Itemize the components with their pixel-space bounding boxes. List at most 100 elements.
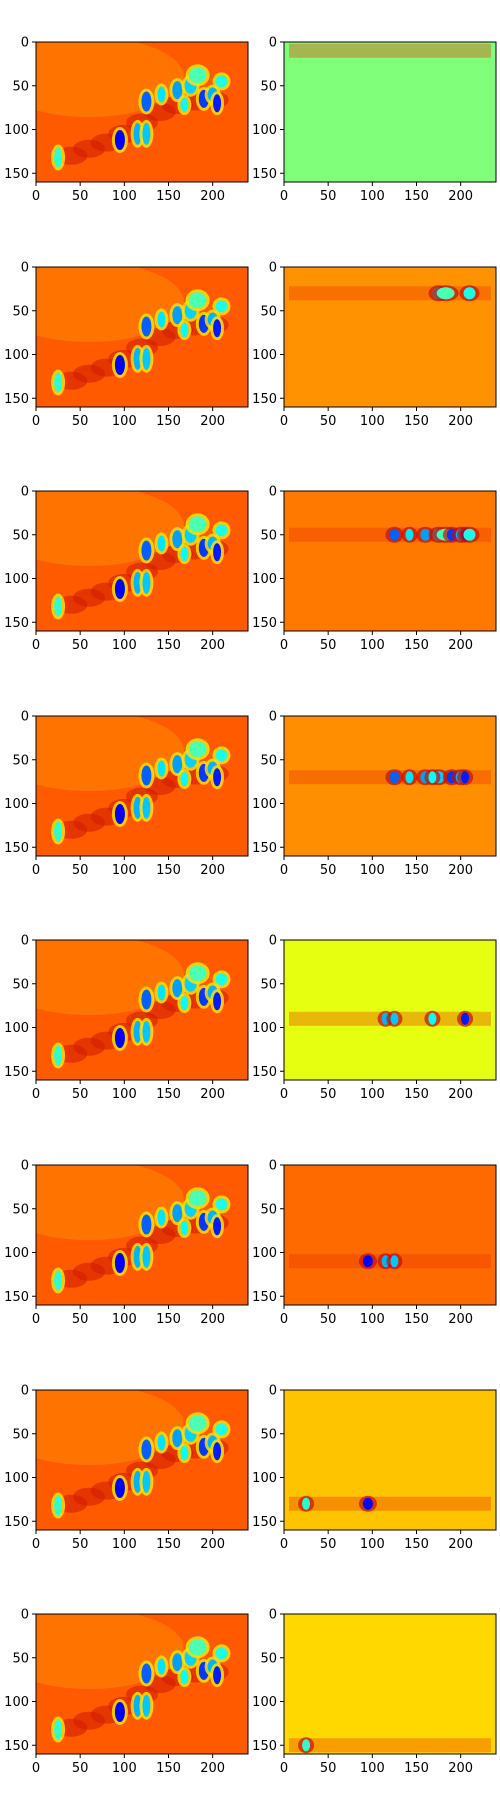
- right-panel-2-xtick-label: 0: [280, 414, 288, 429]
- heatmap-background: [284, 491, 496, 631]
- left-panel-4-ytick-label: 0: [21, 710, 29, 725]
- left-panel-3-ytick-label: 100: [4, 572, 29, 587]
- heatmap-cell: [114, 1253, 125, 1273]
- left-panel-2-xtick-label: 200: [200, 414, 225, 429]
- right-panel-6-ytick-label: 100: [252, 1246, 277, 1261]
- right-panel-2-xtick-label: 150: [404, 414, 429, 429]
- heatmap-cell: [114, 355, 125, 375]
- heatmap-cell: [54, 821, 63, 842]
- left-panel-7-ytick-label: 150: [4, 1515, 29, 1530]
- left-panel-6-frame: [35, 1164, 249, 1306]
- heatmap-cell: [157, 1209, 166, 1226]
- left-panel-3-xtick-label: 200: [200, 638, 225, 653]
- left-panel-3-xtick-label: 0: [32, 638, 40, 653]
- heatmap-background: [284, 1390, 496, 1530]
- left-panel-5-xtick-label: 100: [112, 1087, 137, 1102]
- heatmap-cell: [188, 1415, 207, 1432]
- left-panel-6-ytick-label: 0: [21, 1159, 29, 1174]
- left-heatmap-1: [36, 42, 248, 182]
- heatmap-background: [284, 42, 496, 182]
- heatmap-cell: [114, 1478, 125, 1498]
- heatmap-cell: [54, 596, 63, 617]
- right-panel-2-xtick-label: 200: [448, 414, 473, 429]
- right-panel-6-xtick-label: 0: [280, 1312, 288, 1327]
- right-panel-3-ytick-label: 50: [260, 528, 277, 543]
- left-panel-5-xtick-label: 0: [32, 1087, 40, 1102]
- left-panel-3-xtick-label: 150: [156, 638, 181, 653]
- right-panel-8-xtick-label: 50: [320, 1761, 337, 1776]
- left-panel-8-xtick-label: 200: [200, 1761, 225, 1776]
- heatmap-cell: [133, 571, 142, 594]
- heatmap-cell: [54, 1045, 63, 1066]
- heatmap-cell: [180, 323, 189, 337]
- right-panel-2-xtick-label: 50: [320, 414, 337, 429]
- heatmap-cell: [141, 1214, 152, 1235]
- right-panel-1-frame: [283, 41, 497, 183]
- right-panel-6-ytick-label: 150: [252, 1290, 277, 1305]
- left-panel-6-ytick-label: 100: [4, 1246, 29, 1261]
- right-heatmap-4: [284, 716, 496, 856]
- right-panel-5-ytick-label: 100: [252, 1021, 277, 1036]
- left-panel-8-ytick-label: 150: [4, 1739, 29, 1754]
- heatmap-cell: [114, 1028, 125, 1048]
- left-panel-1-xtick-label: 50: [72, 189, 89, 204]
- left-panel-1-ytick-label: 50: [12, 79, 29, 94]
- heatmap-background: [284, 1614, 496, 1754]
- heatmap-cell: [114, 804, 125, 824]
- right-panel-4-ytick-label: 50: [260, 753, 277, 768]
- right-panel-7-xtick-label: 0: [280, 1537, 288, 1552]
- left-heatmap-6: [36, 1165, 248, 1305]
- left-panel-1-xtick-label: 0: [32, 189, 40, 204]
- heatmap-band: [289, 43, 491, 58]
- left-heatmap-5: [36, 940, 248, 1080]
- left-panel-1-xtick-label: 150: [156, 189, 181, 204]
- heatmap-cell: [215, 749, 228, 762]
- left-panel-8-xtick-label: 100: [112, 1761, 137, 1776]
- heatmap-cell: [142, 122, 151, 145]
- heatmap-cell: [302, 1497, 311, 1510]
- right-panel-3-xtick-label: 150: [404, 638, 429, 653]
- left-panel-5-xtick-label: 150: [156, 1087, 181, 1102]
- right-panel-5-xtick-label: 100: [360, 1087, 385, 1102]
- heatmap-cell: [188, 741, 207, 758]
- left-panel-2-frame: [35, 266, 249, 408]
- right-panel-2-xtick-label: 100: [360, 414, 385, 429]
- left-panel-2-ytick-label: 0: [21, 261, 29, 276]
- heatmap-cell: [215, 1198, 228, 1211]
- right-panel-7-xtick-label: 200: [448, 1537, 473, 1552]
- heatmap-cell: [213, 1217, 222, 1236]
- right-panel-6-ytick-label: 50: [260, 1202, 277, 1217]
- right-panel-4-xtick-label: 0: [280, 863, 288, 878]
- right-panel-8-xtick-label: 100: [360, 1761, 385, 1776]
- left-heatmap-3: [36, 491, 248, 631]
- heatmap-cell: [213, 1442, 222, 1461]
- heatmap-cell: [428, 771, 437, 784]
- left-panel-3-frame: [35, 490, 249, 632]
- left-panel-8-ytick-label: 100: [4, 1695, 29, 1710]
- left-heatmap-4: [36, 716, 248, 856]
- right-panel-5-ytick-label: 50: [260, 977, 277, 992]
- heatmap-cell: [142, 347, 151, 370]
- heatmap-cell: [215, 524, 228, 537]
- heatmap-cell: [157, 1658, 166, 1675]
- left-panel-5-frame: [35, 939, 249, 1081]
- right-panel-8-ytick-label: 150: [252, 1739, 277, 1754]
- left-panel-2-ytick-label: 50: [12, 304, 29, 319]
- left-panel-6-ytick-label: 150: [4, 1290, 29, 1305]
- left-panel-8-frame: [35, 1613, 249, 1755]
- left-panel-5-ytick-label: 150: [4, 1065, 29, 1080]
- heatmap-cell: [180, 98, 189, 112]
- heatmap-cell: [133, 796, 142, 819]
- heatmap-cell: [390, 1012, 399, 1025]
- right-panel-1-ytick-label: 100: [252, 123, 277, 138]
- right-panel-8-xtick-label: 0: [280, 1761, 288, 1776]
- left-panel-5-ytick-label: 100: [4, 1021, 29, 1036]
- left-panel-4-xtick-label: 200: [200, 863, 225, 878]
- left-panel-1-xtick-label: 200: [200, 189, 225, 204]
- right-panel-5-xtick-label: 0: [280, 1087, 288, 1102]
- heatmap-cell: [141, 765, 152, 786]
- heatmap-cell: [362, 1497, 373, 1510]
- heatmap-cell: [141, 1663, 152, 1684]
- right-panel-5-xtick-label: 150: [404, 1087, 429, 1102]
